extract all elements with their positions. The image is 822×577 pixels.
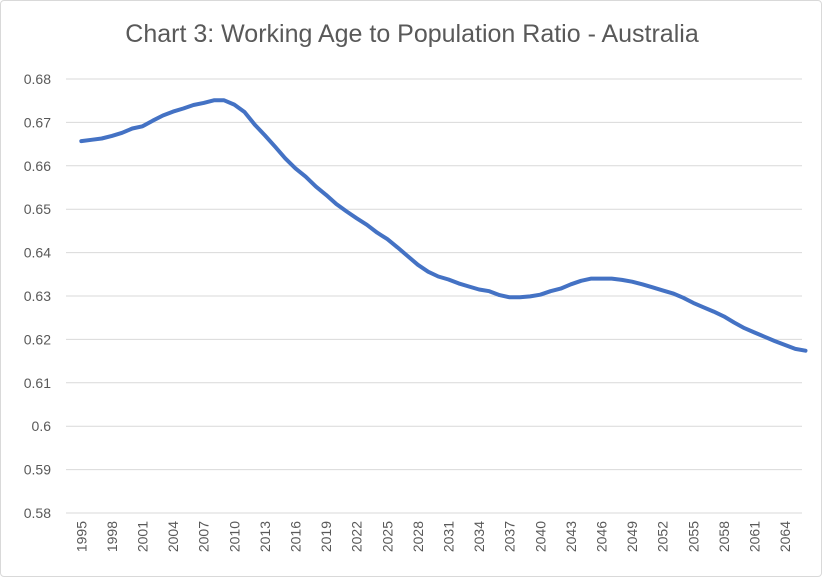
x-tick-label: 2028 (410, 521, 426, 552)
x-tick-label: 2031 (441, 521, 457, 552)
y-tick-label: 0.59 (24, 462, 51, 478)
x-tick-label: 2022 (349, 521, 365, 552)
y-tick-label: 0.65 (24, 201, 51, 217)
x-tick-label: 2043 (563, 521, 579, 552)
y-tick-label: 0.68 (24, 71, 51, 87)
series-layer (79, 98, 808, 353)
y-tick-label: 0.63 (24, 288, 51, 304)
x-tick-label: 2040 (532, 521, 548, 552)
y-tick-label: 0.61 (24, 375, 51, 391)
x-tick-label: 2046 (594, 521, 610, 552)
x-tick-label: 2061 (747, 521, 763, 552)
x-tick-label: 2034 (471, 521, 487, 552)
x-tick-label: 2019 (318, 521, 334, 552)
gridlines (66, 78, 802, 514)
x-tick-label: 2001 (135, 521, 151, 552)
x-tick-label: 2013 (257, 521, 273, 552)
x-tick-label: 2025 (379, 521, 395, 552)
x-tick-label: 2004 (165, 521, 181, 552)
x-tick-label: 2055 (685, 521, 701, 552)
x-tick-label: 2007 (196, 521, 212, 552)
x-tick-label: 2052 (655, 521, 671, 552)
y-tick-label: 0.67 (24, 114, 51, 130)
x-tick-label: 2058 (716, 521, 732, 552)
y-tick-label: 0.66 (24, 158, 51, 174)
x-tick-label: 2016 (288, 521, 304, 552)
x-tick-label: 1998 (104, 521, 120, 552)
y-tick-label: 0.64 (24, 245, 51, 261)
x-axis-tick-labels: 1995 1998 2001 2004 2007 2010 2013 2016 2019 2022… (73, 521, 793, 552)
series-line (79, 98, 808, 353)
x-tick-label: 2037 (502, 521, 518, 552)
y-axis-tick-labels: 0.58 0.59 0.6 0.61 0.62 0.63 0.64 0.65 0.66 0.67 0… (24, 71, 51, 521)
y-tick-label: 0.62 (24, 331, 51, 347)
x-tick-label: 2064 (777, 521, 793, 552)
x-tick-label: 2049 (624, 521, 640, 552)
chart-title: Chart 3: Working Age to Population Ratio… (125, 20, 699, 48)
y-tick-label: 0.58 (24, 505, 51, 521)
x-tick-label: 1995 (73, 521, 89, 552)
x-tick-label: 2010 (226, 521, 242, 552)
y-tick-label: 0.6 (32, 418, 52, 434)
